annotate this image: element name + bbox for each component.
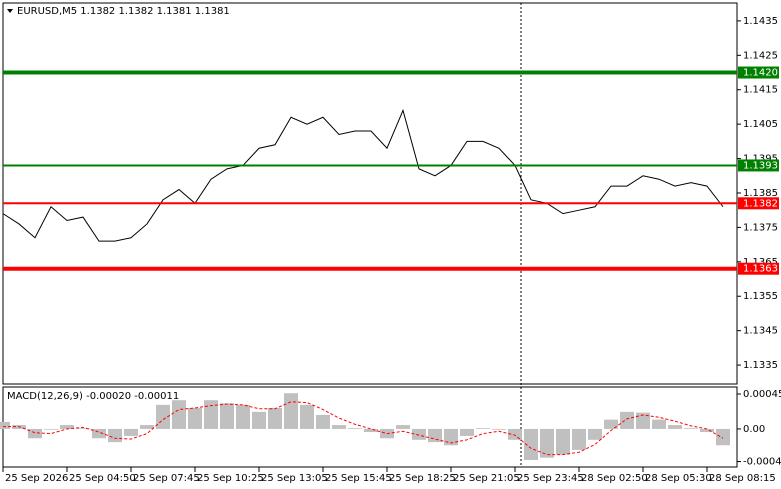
level-label-box [738, 159, 779, 172]
x-tick-label: 25 Sep 23:45 [517, 473, 584, 484]
y-tick-label: 1.1425 [743, 50, 778, 61]
macd-bar [316, 414, 330, 429]
macd-bar [652, 419, 666, 429]
y-tick-label: 1.1345 [743, 326, 778, 337]
x-tick-label: 25 Sep 21:05 [453, 473, 520, 484]
y-tick-label: 1.1335 [743, 360, 778, 371]
level-label: 1.1382 [743, 198, 778, 209]
macd-bar [220, 403, 234, 429]
macd-bar [636, 412, 650, 429]
level-label: 1.1420 [743, 68, 778, 79]
x-tick-label: 25 Sep 13:05 [261, 473, 328, 484]
macd-bar [556, 428, 570, 455]
macd-bar [44, 428, 58, 430]
macd-bar [412, 428, 426, 440]
macd-bar [444, 428, 458, 446]
menu-arrow [7, 9, 13, 13]
macd-bar [300, 404, 314, 429]
y-tick-label: 1.1405 [743, 119, 778, 130]
macd-bar [188, 407, 202, 429]
y-tick-label: 1.1415 [743, 85, 778, 96]
macd-bar [252, 411, 266, 429]
macd-bar [684, 428, 698, 429]
y-tick-label: 1.1435 [743, 16, 778, 27]
macd-title: MACD(12,26,9) -0.00020 -0.00011 [7, 391, 179, 402]
y-tick-label: -0.00042 [743, 457, 781, 468]
macd-bar [668, 425, 682, 429]
x-tick-label: 25 Sep 15:45 [325, 473, 392, 484]
price-panel [2, 2, 738, 385]
x-tick-label: 28 Sep 02:50 [581, 473, 648, 484]
x-tick-label: 25 Sep 18:25 [389, 473, 456, 484]
macd-bar [508, 428, 522, 440]
y-tick-label: 1.1355 [743, 291, 778, 302]
macd-bar [236, 404, 250, 429]
price-line [2, 108, 724, 242]
macd-bar [124, 428, 138, 436]
macd-bar [284, 393, 298, 429]
chart-title: EURUSD,M5 1.1382 1.1382 1.1381 1.1381 [17, 6, 230, 17]
y-tick-label: 1.1375 [743, 222, 778, 233]
x-tick-label: 28 Sep 08:15 [709, 473, 776, 484]
macd-bar [716, 428, 730, 446]
macd-bar [332, 425, 346, 429]
level-label: 1.1393 [743, 160, 778, 171]
x-tick-label: 28 Sep 05:30 [645, 473, 712, 484]
x-tick-label: 25 Sep 07:45 [133, 473, 200, 484]
macd-bar [460, 428, 474, 436]
y-tick-label: 1.1395 [743, 154, 778, 165]
macd-bar [476, 428, 490, 429]
macd-bar [540, 428, 554, 458]
level-label-box [738, 197, 779, 210]
macd-bar [76, 428, 90, 429]
macd-bar [28, 428, 42, 439]
macd-bar [0, 421, 10, 429]
macd-bar [492, 428, 506, 430]
macd-bar [604, 419, 618, 429]
macd-bar [572, 428, 586, 450]
macd-bar [108, 428, 122, 443]
signal-line [3, 401, 724, 456]
macd-bar [60, 425, 74, 429]
macd-bar [620, 411, 634, 429]
y-tick-label: 1.1385 [743, 188, 778, 199]
macd-bar [92, 428, 106, 439]
macd-bar [588, 428, 602, 440]
macd-bar [700, 428, 714, 433]
level-label: 1.1363 [743, 264, 778, 275]
y-tick-label: 1.1365 [743, 257, 778, 268]
macd-bar [268, 407, 282, 429]
x-tick-label: 25 Sep 04:50 [69, 473, 136, 484]
x-tick-label: 25 Sep 10:25 [197, 473, 264, 484]
macd-bar [428, 428, 442, 443]
macd-bar [524, 428, 538, 461]
x-tick-label: 25 Sep 2026 [5, 473, 68, 484]
macd-bar [172, 400, 186, 429]
y-tick-label: 0.00045 [743, 389, 781, 400]
macd-bar [348, 428, 362, 429]
level-label-box [738, 66, 779, 79]
macd-bar [396, 425, 410, 429]
macd-bar [140, 425, 154, 429]
macd-bar [364, 428, 378, 433]
macd-bar [204, 400, 218, 429]
level-label-box [738, 262, 779, 275]
y-tick-label: 0.00 [743, 424, 765, 435]
